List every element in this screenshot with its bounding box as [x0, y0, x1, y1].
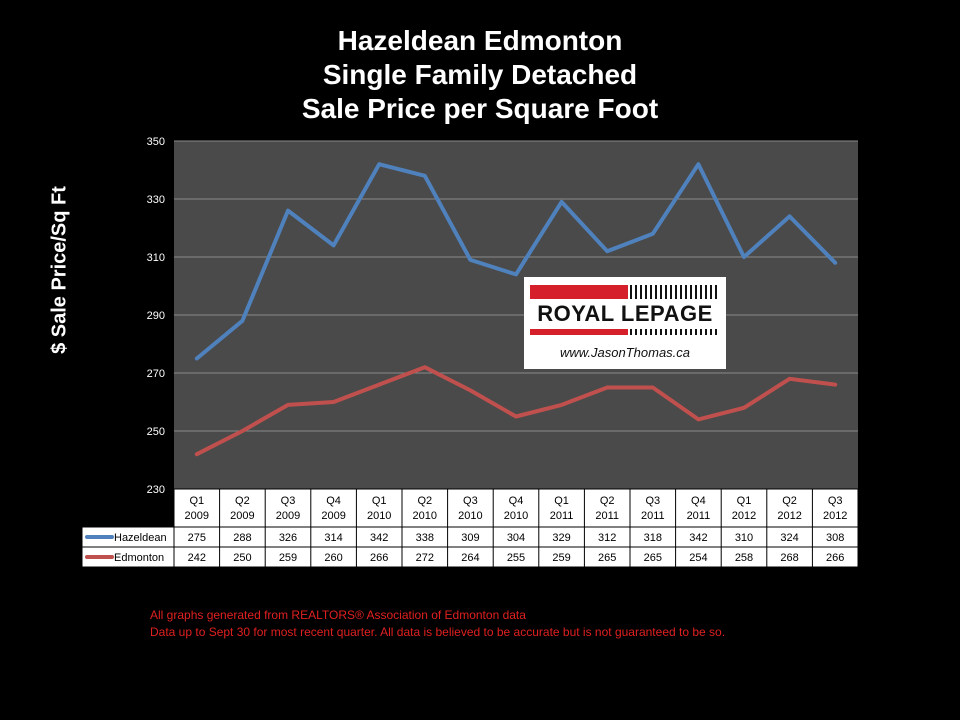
- legend-label-edmonton: Edmonton: [114, 552, 164, 564]
- data-label: 266: [826, 552, 844, 564]
- series-line-edmonton: [194, 365, 838, 457]
- x-tick-label-quarter: Q2: [600, 495, 615, 507]
- y-tick-label: 230: [147, 484, 165, 496]
- x-tick-label-year: 2012: [732, 510, 756, 522]
- x-tick-label-year: 2011: [550, 510, 574, 522]
- data-label: 266: [370, 552, 388, 564]
- royal-lepage-logo: ROYAL LEPAGE www.JasonThomas.ca: [524, 277, 726, 369]
- y-tick-label: 310: [147, 252, 165, 264]
- data-label: 329: [552, 532, 570, 544]
- x-tick-label-year: 2009: [321, 510, 345, 522]
- data-label: 265: [644, 552, 662, 564]
- title-line-2: Single Family Detached: [322, 59, 638, 90]
- footnote-source: All graphs generated from REALTORS® Asso…: [150, 608, 526, 622]
- x-tick-label-quarter: Q3: [281, 495, 296, 507]
- x-tick-label-quarter: Q1: [189, 495, 204, 507]
- x-tick-label-year: 2010: [504, 510, 528, 522]
- title-line-3: Sale Price per Square Foot: [301, 93, 659, 124]
- data-label: 342: [689, 532, 707, 544]
- data-label: 288: [233, 532, 251, 544]
- data-label: 272: [416, 552, 434, 564]
- data-label: 342: [370, 532, 388, 544]
- x-tick-label-year: 2009: [230, 510, 254, 522]
- x-tick-label-year: 2010: [458, 510, 482, 522]
- logo-bar-top: [530, 285, 720, 299]
- y-tick-label: 330: [147, 194, 165, 206]
- data-label: 309: [461, 532, 479, 544]
- data-label: 304: [507, 532, 525, 544]
- data-label: 308: [826, 532, 844, 544]
- data-label: 259: [279, 552, 297, 564]
- y-tick-label: 250: [147, 426, 165, 438]
- x-tick-label-quarter: Q1: [737, 495, 752, 507]
- data-label: 264: [461, 552, 479, 564]
- x-tick-label-quarter: Q4: [691, 495, 706, 507]
- data-label: 268: [780, 552, 798, 564]
- x-tick-label-quarter: Q2: [782, 495, 797, 507]
- logo-brand: ROYAL LEPAGE: [537, 301, 713, 326]
- data-label: 310: [735, 532, 753, 544]
- x-tick-label-year: 2011: [595, 510, 619, 522]
- data-label: 312: [598, 532, 616, 544]
- title-line-1: Hazeldean Edmonton: [337, 25, 623, 56]
- x-tick-label-year: 2009: [185, 510, 209, 522]
- data-label: 314: [324, 532, 342, 544]
- series-line-hazeldean: [194, 162, 838, 361]
- data-label: 260: [324, 552, 342, 564]
- data-label: 242: [188, 552, 206, 564]
- x-tick-label-year: 2009: [276, 510, 300, 522]
- x-tick-label-quarter: Q3: [828, 495, 843, 507]
- y-axis-label: $ Sale Price/Sq Ft: [48, 186, 71, 354]
- data-label: 258: [735, 552, 753, 564]
- x-tick-label-quarter: Q1: [554, 495, 569, 507]
- data-label: 324: [780, 532, 798, 544]
- x-tick-label-year: 2012: [777, 510, 801, 522]
- data-label: 338: [416, 532, 434, 544]
- x-tick-label-quarter: Q3: [645, 495, 660, 507]
- data-label: 265: [598, 552, 616, 564]
- x-tick-label-quarter: Q3: [463, 495, 478, 507]
- data-label: 318: [644, 532, 662, 544]
- x-tick-label-year: 2011: [687, 510, 711, 522]
- y-tick-label: 350: [147, 136, 165, 148]
- x-tick-label-quarter: Q4: [509, 495, 524, 507]
- logo-bar-bottom: [530, 329, 720, 335]
- footnote-disclaimer: Data up to Sept 30 for most recent quart…: [150, 625, 726, 639]
- data-label: 326: [279, 532, 297, 544]
- legend-label-hazeldean: Hazeldean: [114, 532, 167, 544]
- data-label: 275: [188, 532, 206, 544]
- logo-url: www.JasonThomas.ca: [559, 345, 691, 360]
- chart-title: Hazeldean Edmonton Single Family Detache…: [0, 24, 960, 126]
- x-tick-label-quarter: Q2: [235, 495, 250, 507]
- y-tick-label: 290: [147, 310, 165, 322]
- y-tick-label: 270: [147, 368, 165, 380]
- x-tick-label-year: 2012: [823, 510, 847, 522]
- data-label: 254: [689, 552, 707, 564]
- x-tick-label-quarter: Q2: [417, 495, 432, 507]
- data-label: 250: [233, 552, 251, 564]
- x-tick-label-year: 2011: [641, 510, 665, 522]
- data-label: 259: [552, 552, 570, 564]
- x-tick-label-year: 2010: [413, 510, 437, 522]
- x-tick-label-year: 2010: [367, 510, 391, 522]
- category-header-row: [174, 489, 858, 527]
- x-tick-label-quarter: Q4: [326, 495, 341, 507]
- x-tick-label-quarter: Q1: [372, 495, 387, 507]
- data-label: 255: [507, 552, 525, 564]
